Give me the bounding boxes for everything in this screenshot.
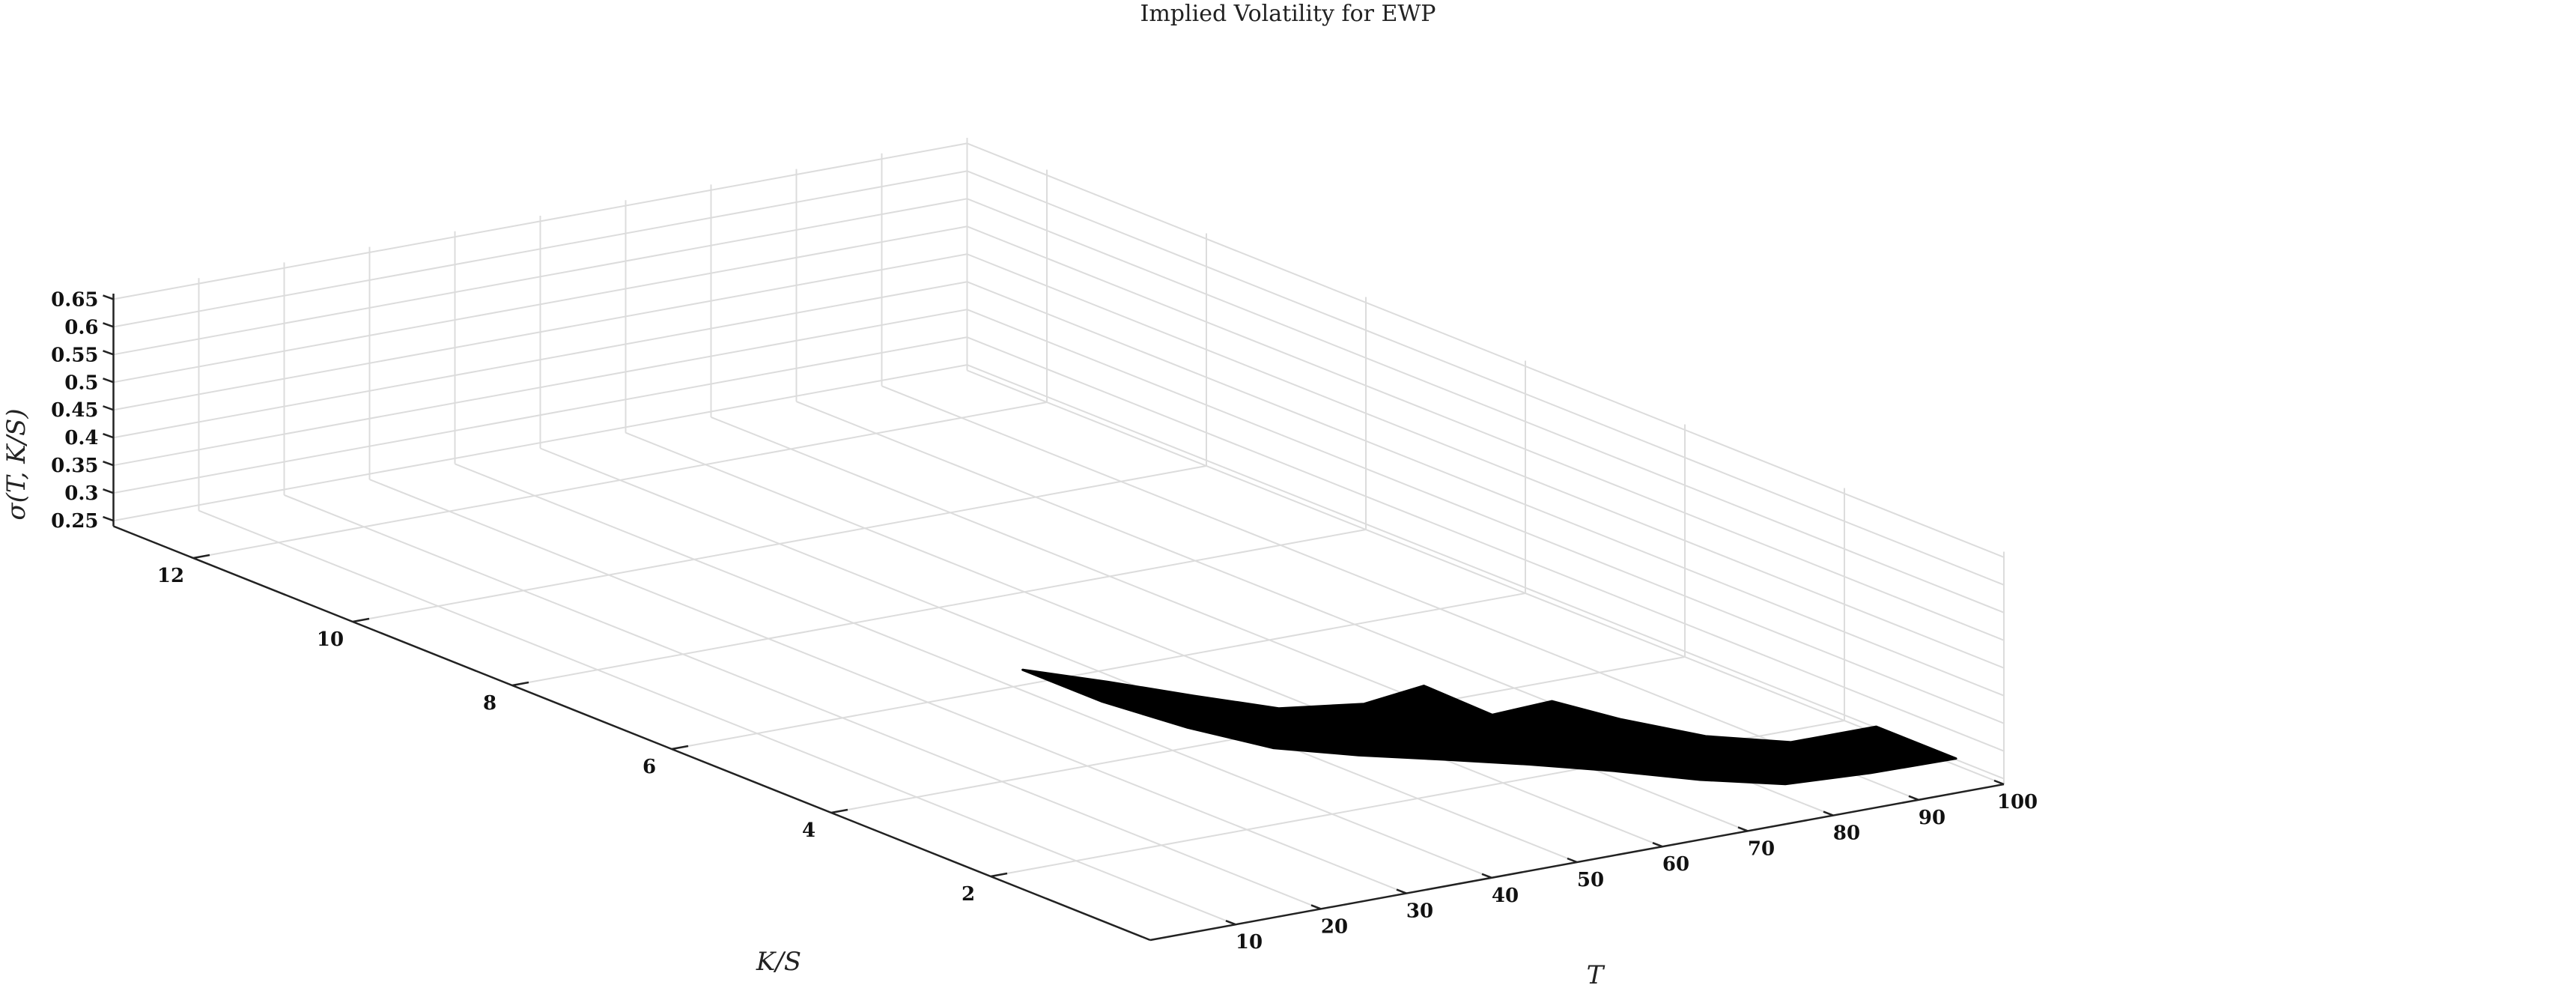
grid-line-floor-k (192, 401, 1048, 559)
y-tick-label: 4 (802, 819, 815, 842)
x-tick-mark (1908, 795, 1919, 801)
x-tick-label: 90 (1919, 807, 1945, 829)
tick-layer: 10 20 30 40 50 60 70 80 90 100 2 4 6 8 10 12 0.25 0.3 0.35… (51, 288, 2038, 954)
z-tick-label: 0.55 (51, 344, 98, 366)
z-tick-mark (103, 378, 114, 384)
grid-line-back-sigma (113, 281, 967, 439)
z-tick-label: 0.65 (51, 288, 98, 311)
x-tick-mark (1310, 904, 1322, 910)
grid-line-side-sigma (967, 336, 2005, 752)
z-tick-label: 0.35 (51, 455, 98, 477)
grid-line-side-sigma (967, 170, 2005, 586)
z-tick-mark (103, 294, 114, 300)
grid-line-side-sigma (967, 281, 2005, 697)
x-tick-mark (1737, 826, 1749, 832)
x-tick-mark (1567, 857, 1578, 864)
x-tick-label: 80 (1833, 822, 1860, 845)
grid-line-floor-t (540, 447, 1578, 863)
z-tick-label: 0.4 (64, 427, 98, 449)
grid-line-back-sigma (113, 336, 967, 494)
x-tick-label: 70 (1748, 837, 1775, 860)
grid-layer (113, 137, 2005, 926)
x-tick-label: 30 (1406, 900, 1433, 923)
grid-line-floor-t (284, 494, 1322, 910)
grid-line-side-sigma (967, 253, 2005, 669)
grid-line-back-sigma (113, 225, 967, 384)
z-tick-label: 0.25 (51, 510, 98, 533)
grid-line-floor-k (352, 465, 1207, 622)
y-tick-mark (192, 554, 210, 560)
grid-line-floor-t (369, 479, 1407, 894)
z-tick-label: 0.5 (64, 372, 98, 394)
grid-line-floor-k (511, 529, 1367, 686)
x-tick-mark (1993, 779, 2005, 786)
z-axis-label: σ(T, K/S) (1, 408, 31, 520)
grid-line-floor-t (198, 509, 1236, 926)
x-tick-label: 20 (1321, 915, 1348, 938)
x-tick-label: 40 (1492, 885, 1519, 907)
z-tick-label: 0.45 (51, 399, 98, 422)
z-tick-label: 0.3 (64, 482, 98, 505)
grid-line-side-sigma (967, 309, 2005, 724)
y-tick-mark (511, 681, 529, 687)
z-tick-mark (103, 405, 114, 411)
z-tick-mark (103, 433, 114, 439)
y-tick-label: 10 (317, 628, 344, 651)
grid-line-side-sigma (967, 225, 2005, 641)
grid-line-floor-t (455, 463, 1492, 879)
y-tick-mark (352, 617, 370, 623)
y-axis-line (113, 525, 1151, 942)
x-tick-mark (1652, 842, 1663, 848)
surface-layer (1021, 668, 1957, 786)
z-tick-mark (103, 322, 114, 328)
grid-line-side-sigma (967, 142, 2005, 558)
z-tick-label: 0.6 (64, 316, 98, 339)
z-tick-mark (103, 488, 114, 494)
x-tick-mark (1823, 810, 1834, 816)
y-tick-mark (990, 872, 1008, 878)
z-tick-mark (103, 515, 114, 522)
grid-line-back-sigma (113, 309, 967, 467)
y-axis-label: K/S (756, 947, 801, 977)
y-tick-label: 6 (643, 756, 656, 778)
grid-line-back-sigma (113, 170, 967, 328)
axis-layer (112, 293, 2005, 942)
x-tick-label: 50 (1577, 869, 1604, 891)
grid-line-back-sigma (113, 198, 967, 356)
grid-line-side-sigma (967, 198, 2005, 613)
grid-line-side-sigma (967, 364, 2005, 780)
grid-line-back-sigma (113, 142, 967, 300)
y-tick-mark (671, 745, 689, 751)
x-axis-label: T (1587, 960, 1606, 990)
x-tick-label: 100 (1997, 791, 2038, 813)
z-tick-mark (103, 460, 114, 467)
grid-line-back-sigma (113, 364, 967, 522)
y-tick-label: 8 (483, 692, 496, 715)
y-tick-mark (830, 808, 848, 814)
volatility-surface (1021, 668, 1957, 786)
x-tick-mark (1396, 888, 1407, 894)
z-tick-mark (103, 350, 114, 356)
grid-line-floor-t (967, 369, 2005, 785)
x-tick-mark (1481, 873, 1492, 879)
grid-line-floor-k (671, 593, 1526, 750)
x-tick-label: 10 (1236, 931, 1263, 954)
x-tick-label: 60 (1662, 853, 1689, 876)
grid-line-floor-t (881, 385, 1919, 801)
y-tick-label: 12 (157, 565, 184, 587)
grid-line-back-sigma (113, 253, 967, 411)
x-tick-mark (1225, 920, 1236, 926)
y-tick-label: 2 (962, 883, 975, 906)
grid-line-floor-t (625, 431, 1663, 848)
chart-title: Implied Volatility for EWP (1140, 1, 1436, 27)
